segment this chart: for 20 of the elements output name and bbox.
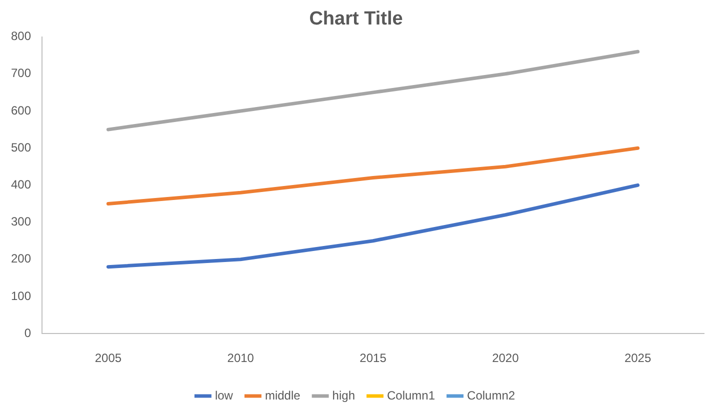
- y-tick-label: 600: [10, 103, 32, 118]
- y-tick-label: 200: [10, 252, 32, 266]
- y-tick-label: 800: [10, 29, 32, 44]
- y-tick-label: 400: [10, 178, 32, 192]
- legend-label: Column1: [387, 388, 436, 402]
- x-tick-label: 2020: [492, 351, 520, 366]
- legend-label: low: [214, 388, 234, 402]
- legend-label: high: [332, 388, 355, 402]
- y-tick-label: 700: [10, 66, 32, 80]
- legend-label: Column2: [467, 388, 516, 402]
- x-tick-label: 2010: [227, 351, 254, 366]
- y-tick-label: 300: [10, 214, 32, 229]
- y-tick-label: 100: [10, 288, 32, 303]
- x-tick-label: 2025: [624, 351, 652, 366]
- x-tick-label: 2015: [360, 351, 387, 366]
- y-tick-label: 0: [24, 326, 32, 340]
- y-tick-label: 500: [10, 140, 32, 154]
- chart-title: Chart Title: [309, 8, 403, 30]
- x-tick-label: 2005: [94, 351, 122, 366]
- legend-label: middle: [264, 388, 301, 402]
